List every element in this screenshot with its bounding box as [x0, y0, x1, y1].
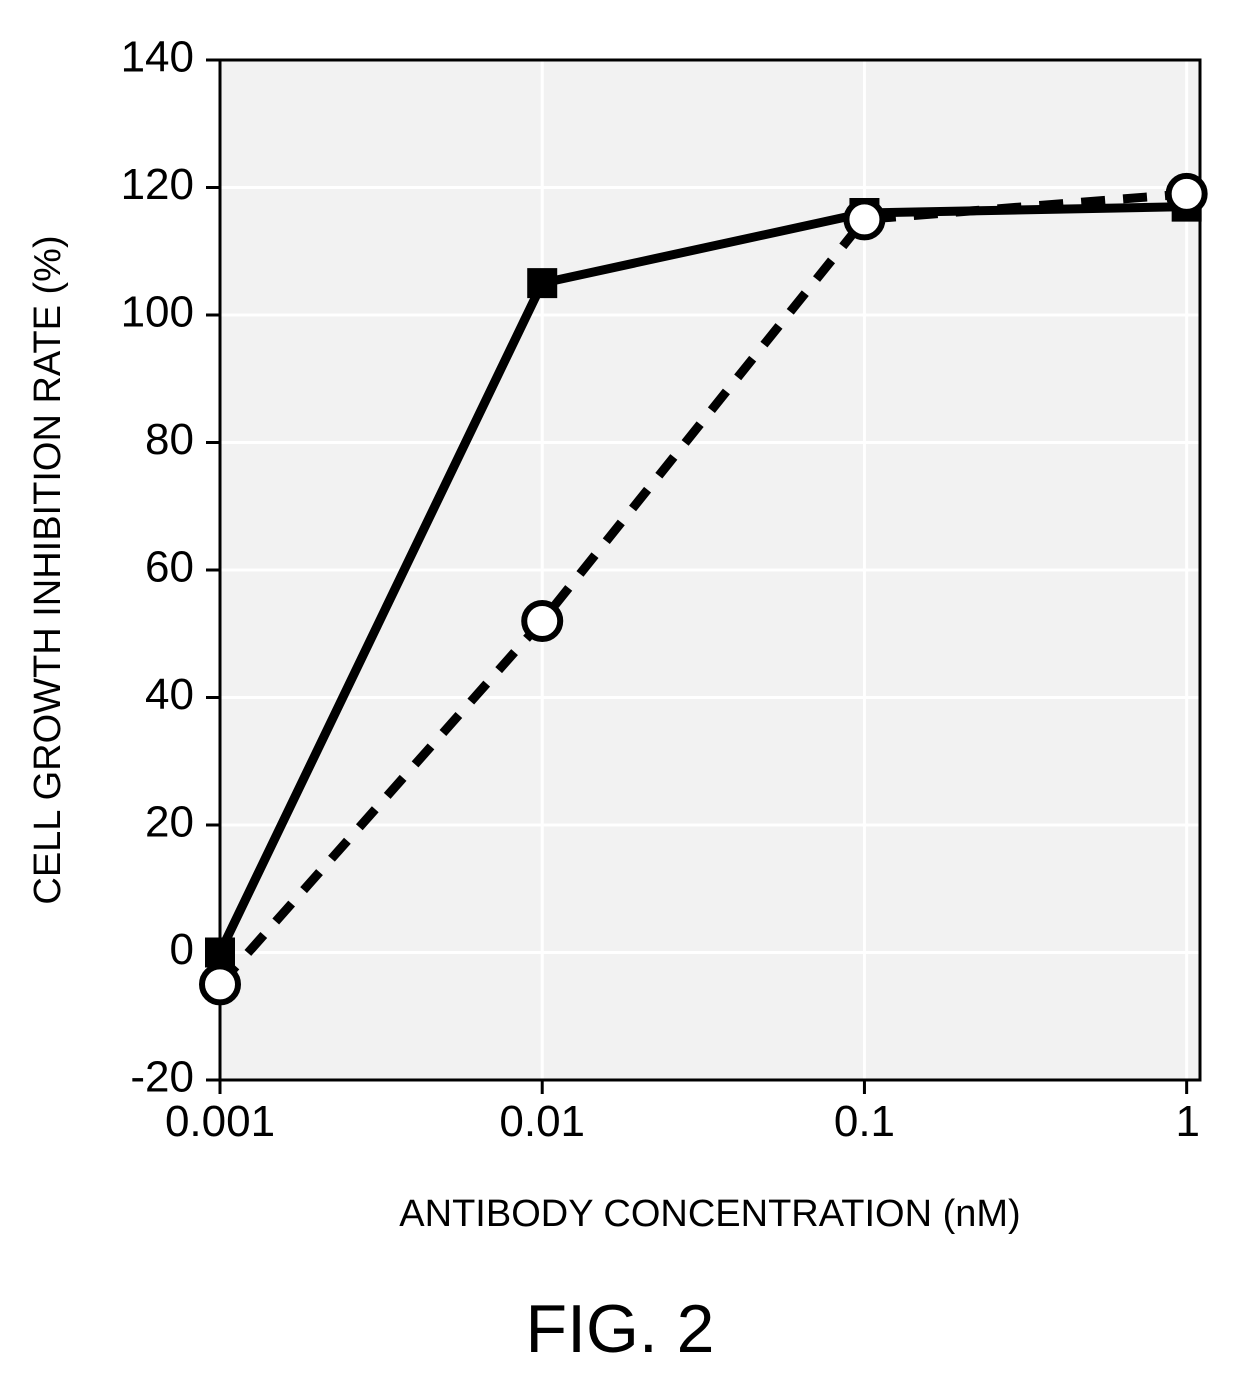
- y-tick-label: 140: [121, 33, 194, 82]
- x-tick-label: 0.1: [834, 1097, 895, 1146]
- y-tick-label: 100: [121, 288, 194, 337]
- marker-circle: [846, 201, 882, 237]
- y-tick-label: 80: [145, 415, 194, 464]
- y-tick-label: 60: [145, 543, 194, 592]
- marker-circle: [1169, 176, 1205, 212]
- x-tick-label: 0.001: [165, 1097, 275, 1146]
- y-tick-label: 20: [145, 798, 194, 847]
- y-tick-label: 0: [170, 925, 194, 974]
- y-axis-label: CELL GROWTH INHIBITION RATE (%): [27, 235, 69, 904]
- marker-square: [205, 938, 235, 968]
- y-tick-label: 120: [121, 160, 194, 209]
- figure-caption: FIG. 2: [0, 1290, 1240, 1368]
- y-tick-label: 40: [145, 670, 194, 719]
- marker-square: [527, 268, 557, 298]
- marker-circle: [202, 966, 238, 1002]
- x-axis-label: ANTIBODY CONCENTRATION (nM): [399, 1193, 1020, 1235]
- x-tick-label: 1: [1176, 1097, 1200, 1146]
- x-tick-label: 0.01: [499, 1097, 585, 1146]
- marker-circle: [524, 603, 560, 639]
- y-tick-label: -20: [130, 1053, 194, 1102]
- chart: -20 0 20 40 60 80 100 120 140 0.001 0.01 0.1 1 ANTIBO…: [0, 0, 1240, 1394]
